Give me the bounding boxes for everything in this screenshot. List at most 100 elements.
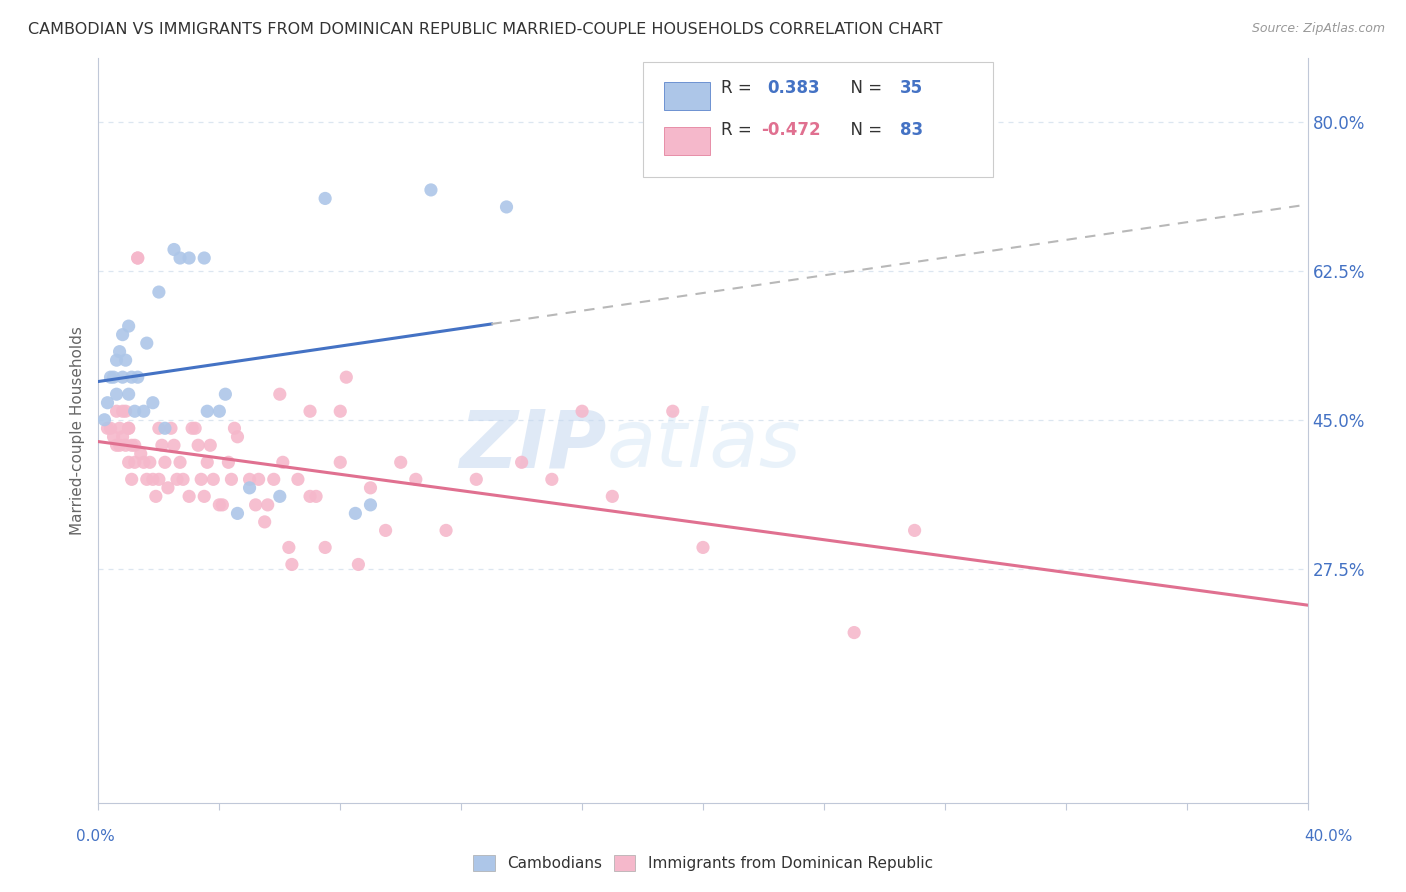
Text: ZIP: ZIP <box>458 406 606 484</box>
Point <box>245 498 267 512</box>
Point <box>111 404 134 418</box>
FancyBboxPatch shape <box>664 82 710 110</box>
Point <box>108 438 131 452</box>
Point <box>124 455 146 469</box>
Point <box>271 455 294 469</box>
Point <box>329 455 352 469</box>
Point <box>96 395 118 409</box>
Point <box>465 472 488 486</box>
Point <box>217 455 239 469</box>
Point <box>132 404 155 418</box>
Point <box>195 455 218 469</box>
Point <box>118 387 141 401</box>
Point <box>108 344 131 359</box>
Text: atlas: atlas <box>606 406 801 484</box>
Point <box>226 507 249 521</box>
Point <box>114 404 136 418</box>
Point <box>121 370 143 384</box>
Point <box>169 251 191 265</box>
Point <box>184 421 207 435</box>
Point <box>256 498 278 512</box>
Point <box>335 370 357 384</box>
Point <box>661 404 683 418</box>
Point <box>135 472 157 486</box>
Point <box>374 524 396 538</box>
Legend: Cambodians, Immigrants from Dominican Republic: Cambodians, Immigrants from Dominican Re… <box>467 849 939 877</box>
Point <box>96 421 118 435</box>
Point <box>224 421 246 435</box>
Point <box>904 524 927 538</box>
Point <box>148 285 170 299</box>
Point <box>132 455 155 469</box>
Point <box>139 455 162 469</box>
Point <box>105 353 128 368</box>
Point <box>540 472 562 486</box>
Point <box>420 183 443 197</box>
Point <box>118 319 141 334</box>
Point <box>269 489 291 503</box>
Point <box>108 421 131 435</box>
Point <box>93 413 115 427</box>
Text: CAMBODIAN VS IMMIGRANTS FROM DOMINICAN REPUBLIC MARRIED-COUPLE HOUSEHOLDS CORREL: CAMBODIAN VS IMMIGRANTS FROM DOMINICAN R… <box>28 22 942 37</box>
Point <box>114 353 136 368</box>
Point <box>121 472 143 486</box>
Point <box>105 438 128 452</box>
Text: 83: 83 <box>900 121 924 139</box>
Point <box>111 370 134 384</box>
Point <box>221 472 243 486</box>
Point <box>193 489 215 503</box>
Point <box>305 489 328 503</box>
Point <box>329 404 352 418</box>
Point <box>127 251 149 265</box>
Point <box>153 455 176 469</box>
Point <box>602 489 624 503</box>
Point <box>571 404 593 418</box>
Point <box>148 472 170 486</box>
Point <box>103 370 125 384</box>
Point <box>163 438 186 452</box>
Point <box>214 387 236 401</box>
Text: N =: N = <box>839 121 887 139</box>
Point <box>127 251 149 265</box>
Point <box>263 472 285 486</box>
Point <box>239 472 262 486</box>
Point <box>692 541 714 555</box>
Point <box>281 558 304 572</box>
Point <box>277 541 299 555</box>
Point <box>347 558 370 572</box>
Text: Source: ZipAtlas.com: Source: ZipAtlas.com <box>1251 22 1385 36</box>
Point <box>179 251 201 265</box>
Point <box>195 404 218 418</box>
Point <box>360 481 382 495</box>
Point <box>211 498 233 512</box>
Point <box>100 370 122 384</box>
Text: 0.0%: 0.0% <box>76 830 115 844</box>
Point <box>153 421 176 435</box>
Text: 0.383: 0.383 <box>768 78 820 96</box>
Point <box>129 447 152 461</box>
Point <box>299 404 322 418</box>
Y-axis label: Married-couple Households: Married-couple Households <box>69 326 84 535</box>
Point <box>314 191 336 205</box>
Point <box>148 421 170 435</box>
Point <box>495 200 517 214</box>
Point <box>187 438 209 452</box>
Point <box>226 430 249 444</box>
Point <box>160 421 183 435</box>
Point <box>510 455 533 469</box>
Text: -0.472: -0.472 <box>761 121 821 139</box>
Point <box>111 327 134 342</box>
Point <box>344 507 367 521</box>
Point <box>314 541 336 555</box>
Point <box>208 404 231 418</box>
Point <box>253 515 276 529</box>
Point <box>287 472 309 486</box>
FancyBboxPatch shape <box>643 62 993 178</box>
FancyBboxPatch shape <box>664 127 710 155</box>
Point <box>434 524 457 538</box>
Text: 40.0%: 40.0% <box>1305 830 1353 844</box>
Point <box>156 481 179 495</box>
Point <box>193 251 215 265</box>
Point <box>405 472 427 486</box>
Text: N =: N = <box>839 78 887 96</box>
